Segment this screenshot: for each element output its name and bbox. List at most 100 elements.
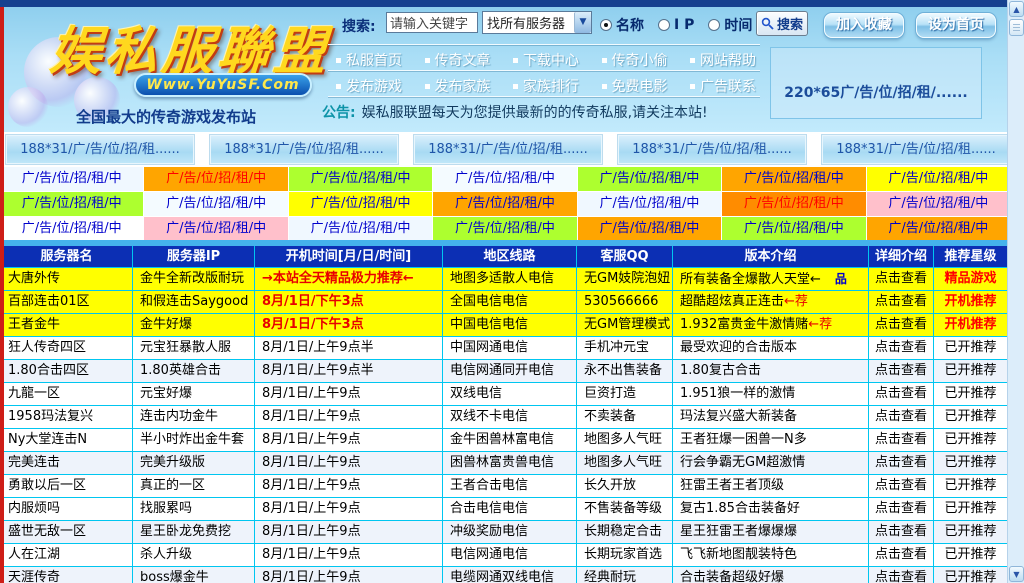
nav-link[interactable]: 免费电影 bbox=[601, 76, 668, 96]
ad-grid-cell[interactable]: 广/告/位/招/租/中 bbox=[288, 217, 433, 241]
banner-ad-slot[interactable]: 188*31/广/告/位/招/租...... bbox=[617, 134, 807, 165]
table-row: 狂人传奇四区 元宝狂暴散人服 8月/1日/上午9点半 中国网通电信 手机冲元宝 最受欢迎的… bbox=[1, 337, 1008, 360]
cell-server-name[interactable]: 百部连击01区 bbox=[1, 291, 133, 313]
cell-server-name[interactable]: 九龍一区 bbox=[1, 383, 133, 405]
cell-region-line: 双线电信 bbox=[443, 383, 577, 405]
cell-server-name[interactable]: 王者金牛 bbox=[1, 314, 133, 336]
banner-ad-slot[interactable]: 188*31/广/告/位/招/租...... bbox=[209, 134, 399, 165]
chevron-down-icon[interactable]: ▼ bbox=[574, 12, 591, 33]
banner-ad-slot[interactable]: 188*31/广/告/位/招/租...... bbox=[821, 134, 1011, 165]
nav-link[interactable]: 家族排行 bbox=[513, 76, 579, 96]
search-scope-select[interactable]: 找所有服务器 ▼ bbox=[482, 11, 592, 34]
ad-grid-cell[interactable]: 广/告/位/招/租/中 bbox=[0, 167, 144, 191]
ad-grid-cell[interactable]: 广/告/位/招/租/中 bbox=[0, 217, 144, 241]
scroll-down-icon[interactable]: ▼ bbox=[1009, 566, 1024, 582]
ad-grid-cell[interactable]: 广/告/位/招/租/中 bbox=[577, 217, 722, 241]
search-button[interactable]: 搜索 bbox=[756, 11, 808, 36]
cell-region-line: 电信网通电信 bbox=[443, 544, 577, 566]
detail-link[interactable]: 点击查看 bbox=[874, 570, 927, 583]
ad-grid-cell[interactable]: 广/告/位/招/租/中 bbox=[144, 217, 288, 241]
detail-link[interactable]: 点击查看 bbox=[874, 432, 927, 447]
ad-grid-cell[interactable]: 广/告/位/招/租/中 bbox=[433, 192, 577, 216]
search-radio-option[interactable]: 名称 bbox=[600, 15, 644, 35]
nav-link[interactable]: 私服首页 bbox=[336, 50, 402, 70]
table-row: 王者金牛 金牛好爆 8月/1日/下午3点 中国电信电信 无GM管理模式 1.932富贵金牛… bbox=[1, 314, 1008, 337]
ad-grid-cell[interactable]: 广/告/位/招/租/中 bbox=[577, 167, 722, 191]
search-radio-option[interactable]: 时间 bbox=[708, 15, 752, 35]
ad-grid-cell[interactable]: 广/告/位/招/租/中 bbox=[288, 192, 433, 216]
radio-icon[interactable] bbox=[600, 19, 612, 31]
detail-link[interactable]: 点击查看 bbox=[874, 317, 927, 332]
cell-server-name[interactable]: 盛世无敌一区 bbox=[1, 521, 133, 543]
ad-grid-cell[interactable]: 广/告/位/招/租/中 bbox=[722, 217, 866, 241]
radio-icon[interactable] bbox=[708, 19, 721, 31]
ad-grid-cell[interactable]: 广/告/位/招/租/中 bbox=[866, 192, 1010, 216]
ad-grid-cell[interactable]: 广/告/位/招/租/中 bbox=[0, 192, 144, 216]
add-favorite-button[interactable]: 加入收藏 bbox=[824, 13, 904, 38]
nav-link[interactable]: 发布游戏 bbox=[336, 76, 402, 96]
ad-grid-cell[interactable]: 广/告/位/招/租/中 bbox=[577, 192, 722, 216]
ad-grid-cell[interactable]: 广/告/位/招/租/中 bbox=[144, 192, 288, 216]
ad-grid-cell[interactable]: 广/告/位/招/租/中 bbox=[433, 167, 577, 191]
cell-server-name[interactable]: 大唐外传 bbox=[1, 268, 133, 290]
detail-link[interactable]: 点击查看 bbox=[874, 524, 927, 539]
announcement-label: 公告: bbox=[322, 105, 356, 121]
scroll-up-icon[interactable]: ▲ bbox=[1009, 1, 1024, 17]
detail-link[interactable]: 点击查看 bbox=[874, 478, 927, 493]
set-homepage-button[interactable]: 设为首页 bbox=[916, 13, 996, 38]
cell-region-line: 冲级奖励电信 bbox=[443, 521, 577, 543]
cell-server-name[interactable]: 勇敢以后一区 bbox=[1, 475, 133, 497]
ad-grid-cell[interactable]: 广/告/位/招/租/中 bbox=[433, 217, 577, 241]
detail-link[interactable]: 点击查看 bbox=[874, 271, 927, 286]
radio-icon[interactable] bbox=[658, 19, 670, 31]
ad-grid-cell[interactable]: 广/告/位/招/租/中 bbox=[288, 167, 433, 191]
cell-server-ip: 金牛好爆 bbox=[133, 314, 255, 336]
cell-server-name[interactable]: 完美连击 bbox=[1, 452, 133, 474]
nav-row-2: 发布游戏 发布家族 家族排行 免费电影 广告联系 bbox=[328, 76, 764, 96]
detail-link[interactable]: 点击查看 bbox=[874, 294, 927, 309]
vertical-scrollbar[interactable]: ▲ ▼ bbox=[1007, 0, 1024, 583]
cell-server-name[interactable]: 人在江湖 bbox=[1, 544, 133, 566]
detail-link[interactable]: 点击查看 bbox=[874, 386, 927, 401]
cell-region-line: 全国电信电信 bbox=[443, 291, 577, 313]
cell-star-rating: 开机推荐 bbox=[934, 291, 1008, 313]
banner-ad-slot[interactable]: 188*31/广/告/位/招/租...... bbox=[413, 134, 603, 165]
cell-detail: 点击查看 bbox=[869, 567, 934, 583]
cell-version: 玛法复兴盛大新装备 bbox=[673, 406, 869, 428]
ad-grid-cell[interactable]: 广/告/位/招/租/中 bbox=[722, 167, 866, 191]
search-radio-option[interactable]: I P bbox=[658, 17, 694, 33]
cell-server-name[interactable]: Ny大堂连击N bbox=[1, 429, 133, 451]
cell-server-name[interactable]: 内服烦吗 bbox=[1, 498, 133, 520]
ad-grid-cell[interactable]: 广/告/位/招/租/中 bbox=[722, 192, 866, 216]
cell-server-name[interactable]: 1958玛法复兴 bbox=[1, 406, 133, 428]
detail-link[interactable]: 点击查看 bbox=[874, 547, 927, 562]
header-ad-slot[interactable]: 220*65广/告/位/招/租/...... bbox=[770, 47, 982, 119]
ad-grid-cell[interactable]: 广/告/位/招/租/中 bbox=[866, 167, 1010, 191]
detail-link[interactable]: 点击查看 bbox=[874, 340, 927, 355]
cell-service-qq: 手机冲元宝 bbox=[577, 337, 673, 359]
nav-link[interactable]: 传奇文章 bbox=[424, 50, 491, 70]
detail-link[interactable]: 点击查看 bbox=[874, 363, 927, 378]
cell-server-name[interactable]: 1.80合击四区 bbox=[1, 360, 133, 382]
version-text: 最受欢迎的合击版本 bbox=[680, 340, 798, 355]
cell-version: 行会争霸无GM超激情 bbox=[673, 452, 869, 474]
detail-link[interactable]: 点击查看 bbox=[874, 501, 927, 516]
scrollbar-thumb[interactable] bbox=[1009, 19, 1024, 36]
cell-star-rating: 已开推荐 bbox=[934, 429, 1008, 451]
detail-link[interactable]: 点击查看 bbox=[874, 409, 927, 424]
nav-link[interactable]: 传奇小偷 bbox=[601, 50, 668, 70]
nav-link[interactable]: 发布家族 bbox=[424, 76, 491, 96]
ad-grid-cell[interactable]: 广/告/位/招/租/中 bbox=[144, 167, 288, 191]
search-input[interactable] bbox=[386, 12, 478, 33]
cell-open-time: 8月/1日/上午9点 bbox=[255, 406, 443, 428]
detail-link[interactable]: 点击查看 bbox=[874, 455, 927, 470]
cell-server-name[interactable]: 天涯传奇 bbox=[1, 567, 133, 583]
cell-service-qq: 长久开放 bbox=[577, 475, 673, 497]
site-header: 娱私服聯盟 Www.YuYuSF.Com 全国最大的传奇游戏发布站 搜索: 找所… bbox=[4, 7, 1007, 132]
nav-link[interactable]: 网站帮助 bbox=[690, 50, 756, 70]
ad-grid-cell[interactable]: 广/告/位/招/租/中 bbox=[866, 217, 1010, 241]
nav-link[interactable]: 下载中心 bbox=[513, 50, 579, 70]
banner-ad-slot[interactable]: 188*31/广/告/位/招/租...... bbox=[5, 134, 195, 165]
cell-server-name[interactable]: 狂人传奇四区 bbox=[1, 337, 133, 359]
nav-link[interactable]: 广告联系 bbox=[690, 76, 756, 96]
